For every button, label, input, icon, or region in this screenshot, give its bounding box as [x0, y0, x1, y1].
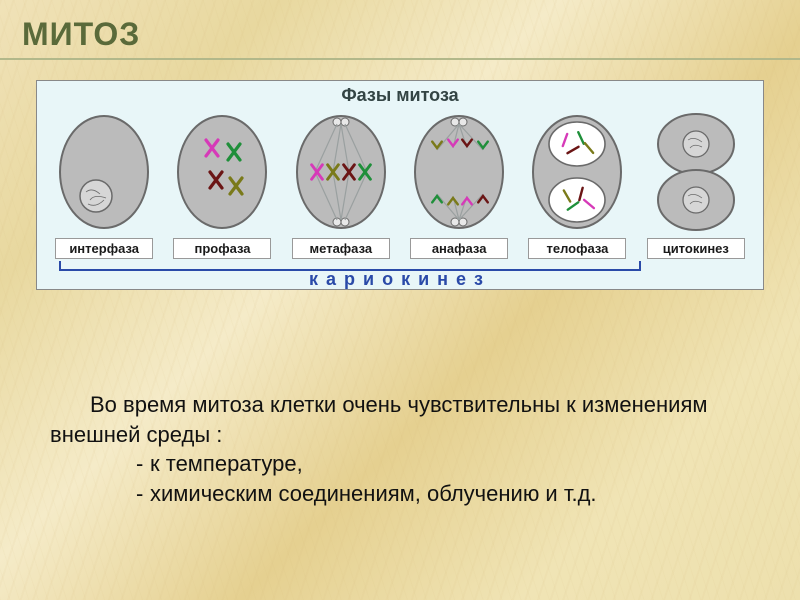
phase-cytokinesis-label: цитокинез — [647, 238, 745, 259]
mitosis-diagram-panel: Фазы митоза интерфаза профаза — [36, 80, 764, 290]
phase-prophase-label: профаза — [173, 238, 271, 259]
phase-cytokinesis: цитокинез — [637, 108, 755, 259]
phase-metaphase-label: метафаза — [292, 238, 390, 259]
body-text: Во время митоза клетки очень чувствитель… — [50, 390, 730, 509]
phase-interphase-figure — [50, 108, 158, 236]
phase-cytokinesis-figure — [642, 108, 750, 236]
bracket-row: кариокинез — [45, 261, 755, 291]
phase-interphase: интерфаза — [45, 108, 163, 259]
phase-metaphase: метафаза — [282, 108, 400, 259]
kariokinesis-label: кариокинез — [45, 269, 755, 290]
phase-anaphase-figure — [405, 108, 513, 236]
phase-telophase-figure — [523, 108, 631, 236]
phase-prophase-figure — [168, 108, 276, 236]
title-underline — [0, 58, 800, 60]
phase-telophase-label: телофаза — [528, 238, 626, 259]
phase-telophase: телофаза — [518, 108, 636, 259]
body-paragraph: Во время митоза клетки очень чувствитель… — [50, 390, 730, 449]
phase-anaphase: анафаза — [400, 108, 518, 259]
phase-interphase-label: интерфаза — [55, 238, 153, 259]
diagram-heading: Фазы митоза — [45, 85, 755, 106]
body-bullet: химическим соединениям, облучению и т.д. — [50, 479, 730, 509]
body-bullets: к температуре,химическим соединениям, об… — [50, 449, 730, 508]
phase-prophase: профаза — [163, 108, 281, 259]
phase-metaphase-figure — [287, 108, 395, 236]
body-bullet: к температуре, — [50, 449, 730, 479]
page-title: МИТОЗ — [22, 16, 140, 53]
phase-cells-row: интерфаза профаза — [45, 108, 755, 259]
phase-anaphase-label: анафаза — [410, 238, 508, 259]
